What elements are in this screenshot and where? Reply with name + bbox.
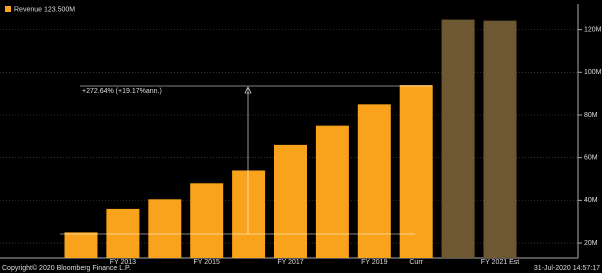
y-tick-label: 20M [584, 240, 598, 247]
y-tick-label: 80M [584, 112, 598, 119]
x-tick-label: FY 2019 [361, 259, 387, 266]
bar [190, 183, 224, 258]
bar [483, 20, 517, 258]
bar [232, 170, 266, 258]
bar [274, 144, 307, 258]
bar [64, 232, 98, 258]
copyright: Copyright© 2020 Bloomberg Finance L.P. [2, 264, 131, 272]
bar [399, 85, 433, 258]
annotation-arrow [244, 86, 252, 94]
legend-label: Revenue 123.500M [14, 6, 75, 13]
bar [441, 19, 475, 258]
bar [106, 208, 140, 258]
annotation: +272.64% (+19.17%ann.) [82, 88, 162, 95]
timestamp: 31-Jul-2020 14:57:17 [534, 265, 600, 272]
x-tick-label: FY 2017 [277, 259, 303, 266]
y-tick-label: 40M [584, 197, 598, 204]
x-tick-label: FY 2015 [194, 259, 220, 266]
bar [148, 199, 182, 258]
bar [315, 125, 349, 258]
x-tick-label: FY 2021 Est [481, 259, 519, 266]
x-tick-label: FY 2013 [110, 259, 136, 266]
bar [357, 104, 391, 258]
y-tick-label: 60M [584, 155, 598, 162]
y-tick-label: 120M [584, 26, 602, 33]
legend-swatch [5, 6, 11, 12]
y-tick-label: 100M [584, 69, 602, 76]
x-tick-label: Curr [409, 259, 423, 266]
